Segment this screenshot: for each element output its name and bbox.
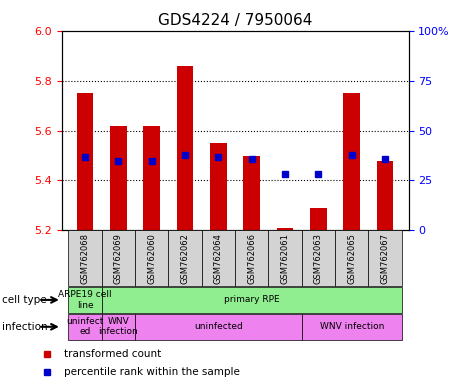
Bar: [335, 230, 369, 286]
Text: GSM762068: GSM762068: [81, 233, 90, 284]
Bar: [68, 287, 102, 313]
Bar: [177, 66, 193, 230]
Bar: [77, 93, 94, 230]
Bar: [202, 230, 235, 286]
Text: percentile rank within the sample: percentile rank within the sample: [64, 366, 239, 377]
Text: infection: infection: [2, 322, 48, 332]
Bar: [102, 230, 135, 286]
Text: ARPE19 cell
line: ARPE19 cell line: [58, 290, 112, 310]
Bar: [302, 230, 335, 286]
Bar: [135, 230, 169, 286]
Text: GSM762064: GSM762064: [214, 233, 223, 284]
Text: transformed count: transformed count: [64, 349, 161, 359]
Text: uninfected: uninfected: [194, 322, 243, 331]
Text: cell type: cell type: [2, 295, 47, 305]
Bar: [277, 228, 294, 230]
Bar: [244, 156, 260, 230]
Text: primary RPE: primary RPE: [224, 295, 280, 305]
Text: GSM762065: GSM762065: [347, 233, 356, 284]
Text: GSM762063: GSM762063: [314, 233, 323, 284]
Bar: [169, 230, 202, 286]
Bar: [143, 126, 160, 230]
Bar: [102, 314, 135, 340]
Bar: [110, 126, 127, 230]
Bar: [68, 230, 102, 286]
Text: WNV
infection: WNV infection: [98, 317, 138, 336]
Text: GSM762060: GSM762060: [147, 233, 156, 284]
Text: GSM762067: GSM762067: [380, 233, 390, 284]
Bar: [102, 287, 402, 313]
Bar: [310, 208, 327, 230]
Title: GDS4224 / 7950064: GDS4224 / 7950064: [158, 13, 313, 28]
Bar: [343, 93, 360, 230]
Bar: [210, 143, 227, 230]
Bar: [302, 314, 402, 340]
Bar: [68, 314, 102, 340]
Bar: [135, 314, 302, 340]
Text: WNV infection: WNV infection: [320, 322, 384, 331]
Bar: [268, 230, 302, 286]
Bar: [235, 230, 268, 286]
Bar: [369, 230, 402, 286]
Text: GSM762061: GSM762061: [281, 233, 290, 284]
Text: GSM762066: GSM762066: [247, 233, 257, 284]
Bar: [377, 161, 393, 230]
Text: GSM762062: GSM762062: [180, 233, 190, 284]
Text: GSM762069: GSM762069: [114, 233, 123, 284]
Text: uninfect
ed: uninfect ed: [66, 317, 104, 336]
